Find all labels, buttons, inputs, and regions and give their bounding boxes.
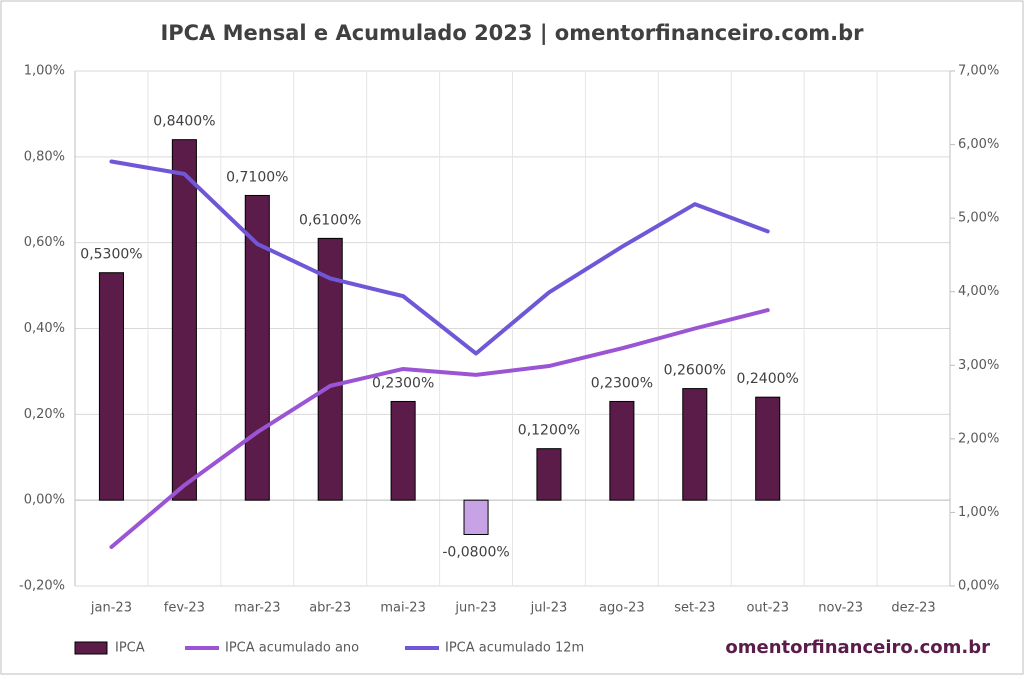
data-label: 0,2600% xyxy=(664,363,726,379)
x-tick-label: jan-23 xyxy=(90,601,132,616)
bar xyxy=(171,139,197,501)
x-tick-label: abr-23 xyxy=(309,601,351,616)
data-label: -0,0800% xyxy=(442,545,509,561)
y-tick-label: 0,80% xyxy=(24,149,65,164)
data-label: 0,1200% xyxy=(518,423,580,439)
x-tick-label: out-23 xyxy=(746,601,789,616)
y2-tick-label: 4,00% xyxy=(958,284,999,299)
y2-tick-label: 3,00% xyxy=(958,358,999,373)
x-tick-label: fev-23 xyxy=(164,601,205,616)
legend-label: IPCA acumulado 12m xyxy=(445,641,584,656)
bar xyxy=(682,388,708,501)
x-tick-label: set-23 xyxy=(674,601,715,616)
y-tick-label: 0,60% xyxy=(24,235,65,250)
legend-label: IPCA acumulado ano xyxy=(225,641,359,656)
bar xyxy=(390,400,416,501)
x-tick-label: ago-23 xyxy=(599,601,645,616)
y2-tick-label: 1,00% xyxy=(958,505,999,520)
x-tick-label: nov-23 xyxy=(818,601,863,616)
bar xyxy=(536,448,562,501)
bar xyxy=(463,499,489,535)
y2-tick-label: 6,00% xyxy=(958,137,999,152)
y-tick-label: 0,20% xyxy=(24,407,65,422)
line xyxy=(109,159,770,356)
x-tick-label: jul-23 xyxy=(530,601,568,616)
y2-tick-label: 2,00% xyxy=(958,431,999,446)
data-label: 0,6100% xyxy=(299,212,361,228)
legend-swatch xyxy=(74,641,108,655)
x-tick-label: mai-23 xyxy=(380,601,425,616)
x-tick-label: jun-23 xyxy=(454,601,496,616)
data-label: 0,2300% xyxy=(591,375,653,391)
y2-tick-label: 0,00% xyxy=(958,579,999,594)
data-label: 0,2300% xyxy=(372,375,434,391)
y-tick-label: 0,00% xyxy=(24,493,65,508)
chart-title: IPCA Mensal e Acumulado 2023 | omentorfi… xyxy=(160,21,864,46)
data-label: 0,8400% xyxy=(153,114,215,130)
legend-label: IPCA xyxy=(115,641,145,656)
y-tick-label: 0,40% xyxy=(24,321,65,336)
y2-tick-label: 5,00% xyxy=(958,211,999,226)
bar xyxy=(755,396,781,501)
source: omentorfinanceiro.com.br xyxy=(725,637,990,658)
y2-tick-label: 7,00% xyxy=(958,64,999,79)
y-tick-label: 1,00% xyxy=(24,64,65,79)
x-tick-label: mar-23 xyxy=(234,601,280,616)
bar xyxy=(609,400,635,501)
data-label: 0,2400% xyxy=(737,371,799,387)
bar xyxy=(98,272,124,501)
data-label: 0,5300% xyxy=(80,247,142,263)
data-label: 0,7100% xyxy=(226,169,288,185)
y-tick-label: -0,20% xyxy=(19,579,65,594)
line xyxy=(109,308,770,550)
x-tick-label: dez-23 xyxy=(891,601,935,616)
